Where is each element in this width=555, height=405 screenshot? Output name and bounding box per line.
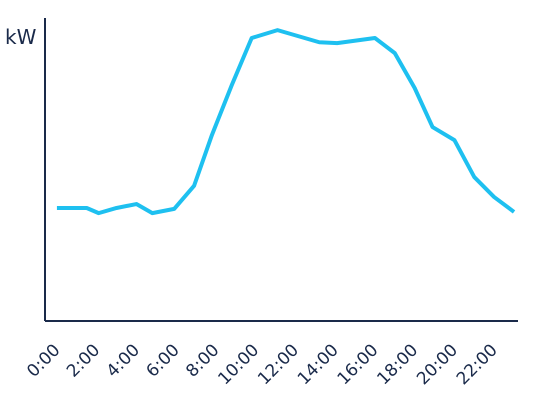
y-axis-label: kW — [5, 25, 37, 49]
x-tick-label: 16:00 — [334, 340, 383, 389]
x-tick-label: 18:00 — [373, 340, 422, 389]
x-tick-label: 4:00 — [103, 340, 144, 381]
x-tick-label: 10:00 — [214, 340, 263, 389]
x-tick-label: 14:00 — [294, 340, 343, 389]
x-tick-label: 0:00 — [23, 340, 64, 381]
x-tick-label: 12:00 — [254, 340, 303, 389]
x-tick-label: 6:00 — [143, 340, 184, 381]
x-tick-label: 2:00 — [63, 340, 104, 381]
x-tick-label: 22:00 — [453, 340, 502, 389]
x-tick-label: 20:00 — [413, 340, 462, 389]
line-series — [56, 28, 516, 216]
